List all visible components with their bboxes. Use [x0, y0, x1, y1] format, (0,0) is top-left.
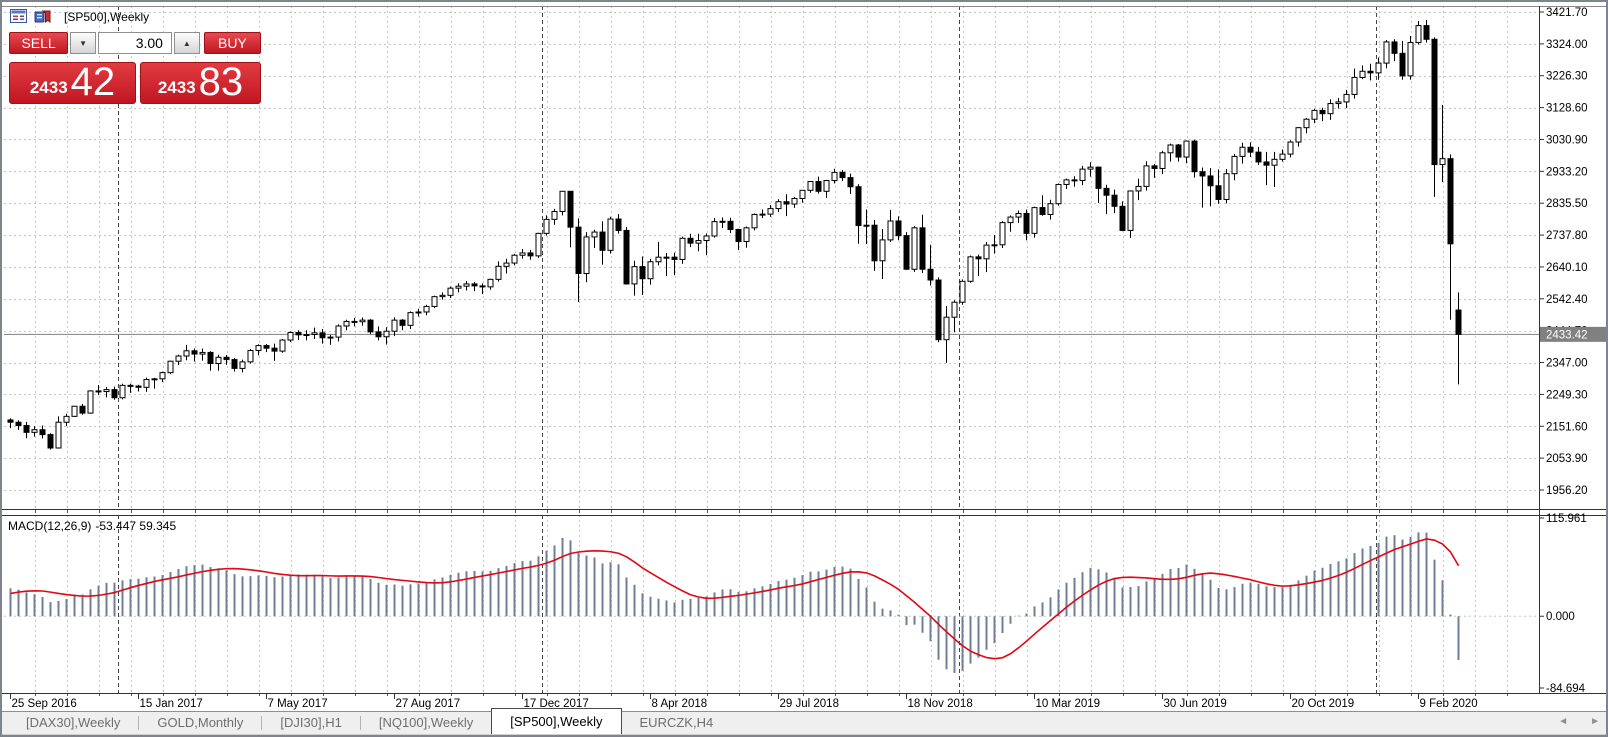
- buy-price-small: 2433: [157, 78, 196, 97]
- svg-text:3421.70: 3421.70: [1546, 7, 1588, 19]
- tab-dax30-weekly[interactable]: [DAX30],Weekly: [26, 715, 121, 730]
- price-chart-canvas[interactable]: 3421.70 3324.00 3226.30 3128.60 3030.90 2933.…: [2, 2, 1608, 711]
- svg-text:3128.60: 3128.60: [1546, 103, 1588, 115]
- macd-indicator-label: MACD(12,26,9) -53.447 59.345: [8, 519, 180, 533]
- market-watch-icon[interactable]: [10, 9, 28, 24]
- price-axis-labels: 3421.70 3324.00 3226.30 3128.60 3030.90 2933.…: [1539, 7, 1606, 497]
- candles-layer: [7, 20, 1462, 450]
- buy-price-big: 83: [198, 60, 244, 104]
- svg-text:29 Jul 2018: 29 Jul 2018: [780, 698, 839, 710]
- tab-separator: [359, 716, 361, 730]
- tab-gold-monthly[interactable]: GOLD,Monthly: [157, 715, 244, 730]
- volume-input[interactable]: [97, 32, 172, 54]
- svg-text:2433.42: 2433.42: [1546, 329, 1588, 341]
- tab-separator: [261, 716, 263, 730]
- tab-eurczk-h4[interactable]: EURCZK,H4: [639, 715, 714, 730]
- buy-price-box[interactable]: 2433 83: [140, 62, 261, 104]
- tab-scroll-left-icon[interactable]: ◄: [1558, 716, 1569, 727]
- svg-text:18 Nov 2018: 18 Nov 2018: [908, 698, 973, 710]
- volume-increase-button[interactable]: ▲: [173, 32, 200, 54]
- chart-tab-bar: [DAX30],Weekly GOLD,Monthly [DJI30],H1 […: [2, 708, 1606, 734]
- chevron-up-icon: ▲: [182, 38, 191, 48]
- trade-controls-row: SELL ▼ ▲ BUY: [9, 32, 261, 54]
- sell-price-big: 42: [70, 60, 116, 104]
- status-strip: [2, 734, 1606, 735]
- svg-text:2835.50: 2835.50: [1546, 198, 1588, 210]
- svg-text:30 Jun 2019: 30 Jun 2019: [1164, 698, 1227, 710]
- trade-prices-row: 2433 42 2433 83: [9, 62, 261, 104]
- svg-text:2249.30: 2249.30: [1546, 389, 1588, 401]
- one-click-trading-panel: SELL ▼ ▲ BUY 2433 42 2433 83: [9, 32, 261, 104]
- sell-price-box[interactable]: 2433 42: [9, 62, 136, 104]
- macd-signal-layer: [10, 538, 1460, 660]
- svg-text:2933.20: 2933.20: [1546, 166, 1588, 178]
- macd-histogram-layer: [9, 532, 1460, 673]
- svg-text:0.000: 0.000: [1546, 611, 1575, 623]
- new-order-icon[interactable]: [34, 9, 52, 24]
- svg-text:2542.40: 2542.40: [1546, 294, 1588, 306]
- svg-text:1956.20: 1956.20: [1546, 485, 1588, 497]
- date-axis-labels: 25 Sep 2016 15 Jan 2017 7 May 2017 27 Aug 2…: [10, 694, 1478, 710]
- svg-text:3324.00: 3324.00: [1546, 39, 1588, 51]
- macd-signal-line: [10, 538, 1460, 660]
- chart-title: [SP500],Weekly: [64, 9, 150, 24]
- svg-text:3030.90: 3030.90: [1546, 134, 1588, 146]
- svg-text:-84.694: -84.694: [1546, 683, 1586, 695]
- tab-nq100-weekly[interactable]: [NQ100],Weekly: [378, 715, 474, 730]
- axes-layer: [2, 6, 1606, 696]
- svg-text:3226.30: 3226.30: [1546, 71, 1588, 83]
- svg-text:9 Feb 2020: 9 Feb 2020: [1420, 698, 1478, 710]
- tab-scroll-controls: ◄ ►: [1558, 716, 1600, 727]
- svg-text:10 Mar 2019: 10 Mar 2019: [1036, 698, 1101, 710]
- macd-values: -53.447 59.345: [95, 519, 177, 533]
- current-price-badge: 2433.42: [1540, 326, 1606, 342]
- svg-text:20 Oct 2019: 20 Oct 2019: [1292, 698, 1355, 710]
- tab-dji30-h1[interactable]: [DJI30],H1: [280, 715, 342, 730]
- chevron-down-icon: ▼: [79, 38, 87, 48]
- macd-name: MACD(12,26,9): [8, 519, 92, 533]
- svg-text:2053.90: 2053.90: [1546, 453, 1588, 465]
- svg-text:2640.10: 2640.10: [1546, 262, 1588, 274]
- tab-separator: [138, 716, 140, 730]
- svg-text:2347.00: 2347.00: [1546, 358, 1588, 370]
- macd-axis-labels: 115.961 0.000 -84.694: [1539, 513, 1587, 695]
- buy-button[interactable]: BUY: [203, 32, 261, 54]
- svg-text:115.961: 115.961: [1546, 513, 1587, 525]
- svg-text:15 Jan 2017: 15 Jan 2017: [140, 698, 203, 710]
- svg-text:25 Sep 2016: 25 Sep 2016: [12, 698, 77, 710]
- sell-button[interactable]: SELL: [9, 32, 69, 54]
- svg-text:2737.80: 2737.80: [1546, 230, 1588, 242]
- svg-text:8 Apr 2018: 8 Apr 2018: [652, 698, 708, 710]
- tab-sp500-weekly[interactable]: [SP500],Weekly: [491, 708, 622, 734]
- svg-text:17 Dec 2017: 17 Dec 2017: [524, 698, 589, 710]
- svg-text:27 Aug 2017: 27 Aug 2017: [396, 698, 461, 710]
- chart-header: [SP500],Weekly: [10, 9, 149, 24]
- volume-decrease-button[interactable]: ▼: [70, 32, 96, 54]
- svg-text:7 May 2017: 7 May 2017: [268, 698, 328, 710]
- svg-text:2151.60: 2151.60: [1546, 421, 1588, 433]
- tab-scroll-right-icon[interactable]: ►: [1590, 716, 1600, 727]
- sell-price-small: 2433: [29, 78, 68, 97]
